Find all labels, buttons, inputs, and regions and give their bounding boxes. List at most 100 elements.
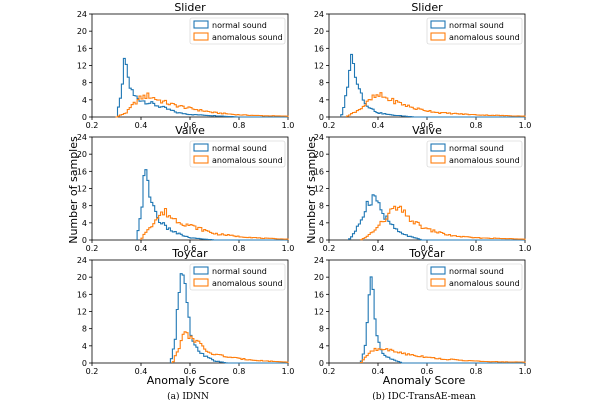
- panel-title: Slider: [411, 1, 443, 14]
- panel-title: Valve: [412, 124, 442, 137]
- x-tick-label: 1.0: [519, 367, 532, 376]
- y-tick-label: 12: [77, 308, 87, 317]
- legend-label: anomalous sound: [449, 279, 520, 288]
- anomalous-sound-histogram: [359, 205, 526, 241]
- y-tick-label: 24: [77, 133, 87, 142]
- anomalous-sound-histogram: [359, 347, 526, 364]
- legend-swatch: [430, 32, 446, 41]
- y-tick-label: 12: [314, 308, 324, 317]
- legend-label: normal sound: [212, 144, 267, 153]
- y-tick-label: 24: [77, 10, 87, 19]
- y-tick-label: 8: [319, 325, 324, 334]
- x-tick-label: 0.4: [135, 244, 148, 253]
- y-tick-label: 0: [319, 359, 324, 368]
- legend-swatch: [193, 143, 209, 152]
- legend-label: anomalous sound: [212, 156, 283, 165]
- y-tick-label: 16: [314, 44, 324, 53]
- x-tick-label: 0.2: [86, 121, 99, 130]
- y-tick-label: 8: [82, 79, 87, 88]
- y-tick-label: 12: [314, 185, 324, 194]
- x-tick-label: 0.6: [184, 121, 197, 130]
- x-tick-label: 0.4: [372, 121, 385, 130]
- legend-swatch: [430, 143, 446, 152]
- y-tick-label: 4: [319, 342, 324, 351]
- x-tick-label: 1.0: [282, 244, 295, 253]
- y-tick-label: 8: [319, 79, 324, 88]
- y-tick-label: 4: [319, 96, 324, 105]
- y-tick-label: 4: [82, 342, 87, 351]
- x-tick-label: 0.8: [233, 367, 246, 376]
- x-tick-label: 0.4: [372, 367, 385, 376]
- legend-label: normal sound: [449, 144, 504, 153]
- legend-label: normal sound: [212, 267, 267, 276]
- x-tick-label: 0.6: [421, 121, 434, 130]
- x-tick-label: 0.6: [184, 244, 197, 253]
- x-tick-label: 0.6: [421, 244, 434, 253]
- x-tick-label: 0.8: [470, 244, 483, 253]
- x-tick-label: 0.2: [323, 121, 336, 130]
- y-tick-label: 20: [314, 150, 324, 159]
- x-tick-label: 0.2: [323, 367, 336, 376]
- normal-sound-histogram: [169, 273, 288, 364]
- y-tick-label: 16: [77, 290, 87, 299]
- y-tick-label: 16: [314, 167, 324, 176]
- panel-valve-idnn: Valve 0 4 8 12 16 20 24 0.2 0.4 0.6 0.8 1.0 normal so…: [77, 124, 295, 253]
- y-tick-label: 4: [82, 219, 87, 228]
- x-axis-label-left: Anomaly Score: [147, 374, 230, 387]
- y-tick-label: 0: [82, 113, 87, 122]
- y-tick-label: 20: [77, 273, 87, 282]
- x-tick-label: 0.8: [233, 244, 246, 253]
- legend-swatch: [193, 278, 209, 287]
- y-tick-label: 8: [82, 202, 87, 211]
- panel-title: Valve: [175, 124, 205, 137]
- legend-swatch: [430, 266, 446, 275]
- y-tick-label: 20: [314, 273, 324, 282]
- legend-swatch: [193, 266, 209, 275]
- y-tick-label: 8: [82, 325, 87, 334]
- x-tick-label: 0.4: [372, 244, 385, 253]
- anomalous-sound-histogram: [115, 92, 289, 118]
- y-tick-label: 4: [319, 219, 324, 228]
- y-tick-label: 20: [314, 27, 324, 36]
- legend-box: [426, 263, 523, 291]
- y-tick-label: 12: [77, 185, 87, 194]
- normal-sound-histogram: [136, 169, 288, 241]
- x-tick-label: 1.0: [519, 121, 532, 130]
- x-tick-label: 0.6: [184, 367, 197, 376]
- y-tick-label: 20: [77, 27, 87, 36]
- x-tick-label: 0.2: [86, 244, 99, 253]
- legend-box: [189, 140, 286, 168]
- caption-idnn: (a) IDNN: [167, 391, 209, 400]
- panel-title: Toycar: [171, 247, 208, 260]
- y-tick-label: 20: [77, 150, 87, 159]
- legend-swatch: [430, 155, 446, 164]
- y-tick-label: 24: [314, 256, 324, 265]
- y-tick-label: 0: [319, 236, 324, 245]
- x-tick-label: 1.0: [282, 121, 295, 130]
- legend-label: normal sound: [212, 21, 267, 30]
- panel-slider-idnn: Slider 0 4 8 12 16 20 24 0.2 0.4 0.6 0.8 1.0 normal s…: [77, 1, 295, 130]
- legend-swatch: [193, 20, 209, 29]
- y-tick-label: 16: [77, 167, 87, 176]
- y-tick-label: 0: [319, 113, 324, 122]
- x-tick-label: 0.8: [470, 367, 483, 376]
- y-tick-label: 16: [314, 290, 324, 299]
- legend-label: anomalous sound: [212, 33, 283, 42]
- legend-label: normal sound: [449, 267, 504, 276]
- legend-swatch: [193, 155, 209, 164]
- y-axis-label-left: Number of samples: [67, 136, 80, 244]
- legend-swatch: [430, 20, 446, 29]
- anomalous-sound-histogram: [346, 92, 526, 117]
- anomalous-sound-histogram: [140, 207, 289, 240]
- y-tick-label: 12: [314, 62, 324, 71]
- y-tick-label: 4: [82, 96, 87, 105]
- legend-swatch: [193, 32, 209, 41]
- panel-toycar-idnn: Toycar 0 4 8 12 16 20 24 0.2 0.4 0.6 0.8 1.0 normal s…: [77, 247, 295, 376]
- legend-box: [426, 140, 523, 168]
- legend-label: anomalous sound: [212, 279, 283, 288]
- y-tick-label: 24: [314, 10, 324, 19]
- normal-sound-histogram: [115, 57, 288, 118]
- panel-toycar-idc-transae-mean: Toycar 0 4 8 12 16 20 24 0.2 0.4 0.6 0.8 1.0 normal s…: [314, 247, 532, 376]
- y-tick-label: 24: [77, 256, 87, 265]
